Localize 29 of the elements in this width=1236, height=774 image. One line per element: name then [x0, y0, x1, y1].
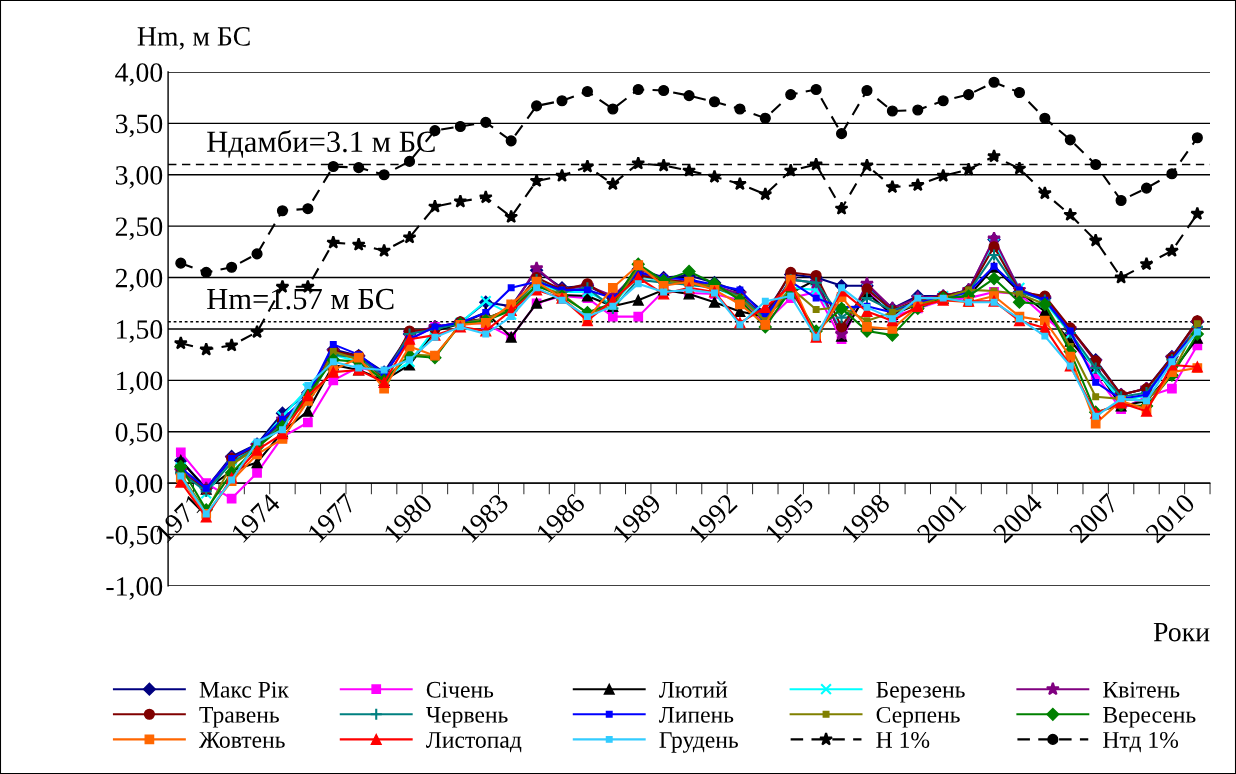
legend-label: Жовтень: [198, 732, 285, 748]
legend-label: Січень: [426, 681, 494, 698]
legend-label: Вересень: [1103, 707, 1196, 728]
legend-label: Лютий: [659, 681, 728, 698]
ref-line-label: Hдамби=3.1 м БС: [207, 129, 435, 158]
x-axis-title: Роки: [1153, 622, 1210, 642]
legend-label: Червень: [426, 707, 508, 728]
legend-label: Листопад: [426, 732, 522, 753]
y-tick-label: 1,00: [117, 371, 163, 395]
legend-label: Березень: [876, 682, 965, 703]
y-tick-label: -1,00: [106, 577, 163, 600]
y-tick-label: 2,00: [115, 268, 163, 292]
y-tick-label: 3,00: [115, 165, 163, 189]
y-axis-title: Hm, м БС: [137, 27, 250, 50]
y-tick-label: 4,00: [115, 63, 163, 86]
ref-line-label: Hm=1.57 м БС: [207, 288, 394, 310]
y-tick-label: 2,50: [115, 217, 163, 241]
legend-label: Квітень: [1103, 681, 1180, 698]
legend-label: Грудень: [659, 732, 738, 753]
legend-label: Серпень: [876, 706, 960, 728]
y-tick-label: 0,50: [115, 422, 163, 446]
y-tick-label: 0,00: [115, 474, 163, 498]
legend-label: Травень: [199, 707, 279, 728]
legend-label: Н 1%: [876, 731, 930, 748]
y-tick-label: 1,50: [117, 320, 163, 343]
legend-label: Липень: [659, 707, 734, 723]
legend-label: Нтд 1%: [1103, 731, 1179, 753]
y-tick-label: 3,50: [115, 114, 163, 138]
legend-label: Макс Рік: [199, 681, 289, 698]
